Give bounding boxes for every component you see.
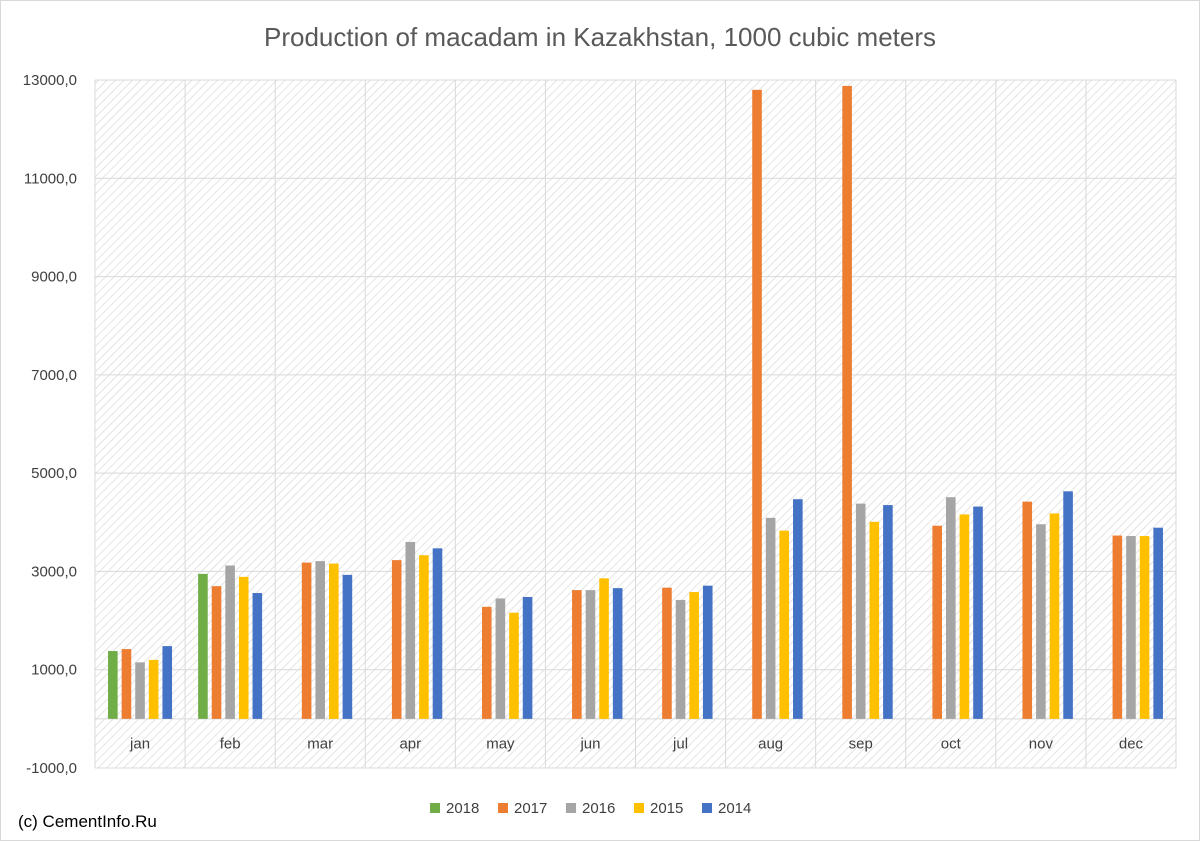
legend: 2018 2017 2016 2015 2014 — [430, 800, 751, 817]
bar — [959, 514, 970, 719]
legend-label: 2018 — [446, 800, 479, 817]
category-label: sep — [849, 735, 873, 752]
legend-label: 2016 — [582, 800, 615, 817]
bar — [842, 85, 852, 719]
bar — [945, 497, 956, 719]
bar — [148, 659, 159, 719]
category-label: jun — [579, 735, 600, 752]
bar — [1063, 491, 1073, 719]
credit-text: (c) CementInfo.Ru — [18, 812, 157, 831]
bar — [599, 578, 609, 719]
category-label: oct — [941, 735, 962, 752]
bar — [1049, 513, 1060, 719]
category-label: mar — [307, 735, 333, 752]
bar — [973, 506, 983, 719]
gridlines — [94, 79, 1177, 769]
bar — [1112, 535, 1123, 719]
bar — [1139, 536, 1150, 719]
y-tick-label: 7000,0 — [31, 367, 77, 384]
y-tick-label: 1000,0 — [31, 662, 77, 679]
bar — [405, 541, 416, 719]
y-tick-label: 9000,0 — [31, 269, 77, 286]
bar — [1036, 524, 1046, 719]
bar — [315, 561, 326, 719]
bar — [225, 565, 235, 719]
category-label: feb — [220, 735, 241, 752]
bar — [869, 521, 880, 719]
bar — [495, 598, 506, 719]
bar — [419, 555, 429, 719]
bar — [301, 562, 312, 719]
bar — [689, 592, 699, 719]
category-labels: jan feb mar apr may jun jul aug sep oct nov dec — [129, 735, 1144, 752]
bars — [108, 85, 1163, 719]
bar — [932, 525, 942, 719]
bar — [522, 596, 533, 719]
legend-swatch — [498, 803, 508, 813]
category-label: may — [486, 735, 515, 752]
y-tick-label: 13000,0 — [23, 72, 77, 89]
bar — [883, 505, 893, 719]
y-tick-label: 3000,0 — [31, 563, 77, 580]
bar — [612, 588, 623, 719]
legend-label: 2017 — [514, 800, 547, 817]
bar — [432, 548, 443, 719]
bar — [391, 560, 402, 719]
y-tick-label: 11000,0 — [24, 170, 77, 187]
bar — [675, 599, 686, 719]
category-label: jan — [129, 735, 150, 752]
category-label: nov — [1029, 735, 1054, 752]
bar — [135, 662, 145, 719]
bar — [329, 563, 339, 719]
category-label: apr — [399, 735, 421, 752]
legend-label: 2015 — [650, 800, 683, 817]
legend-swatch — [634, 803, 644, 813]
bar — [793, 499, 803, 719]
bar — [702, 585, 713, 719]
bar — [121, 649, 132, 719]
y-axis-ticks: -1000,0 1000,0 3000,0 5000,0 7000,0 9000,0 110… — [23, 72, 77, 777]
bar — [342, 574, 353, 719]
bar — [509, 612, 519, 719]
legend-swatch — [430, 803, 440, 813]
bar — [662, 587, 672, 719]
bar — [162, 646, 173, 719]
legend-label: 2014 — [718, 800, 751, 817]
bar — [108, 651, 118, 719]
bar — [211, 586, 222, 719]
y-tick-label: 5000,0 — [31, 465, 77, 482]
bar — [855, 503, 866, 719]
legend-swatch — [566, 803, 576, 813]
bar — [752, 89, 762, 719]
bar — [572, 590, 582, 719]
category-label: dec — [1119, 735, 1144, 752]
category-label: jul — [672, 735, 688, 752]
bar — [765, 517, 776, 719]
bar — [238, 576, 249, 719]
chart-title: Production of macadam in Kazakhstan, 100… — [264, 22, 936, 52]
bar — [779, 530, 790, 719]
bar — [1153, 527, 1163, 719]
bar — [252, 593, 263, 719]
category-label: aug — [758, 735, 783, 752]
bar — [1022, 501, 1033, 719]
bar — [1126, 536, 1136, 719]
bar — [585, 590, 596, 719]
legend-swatch — [702, 803, 712, 813]
bar — [481, 606, 492, 719]
bar — [198, 573, 208, 719]
y-tick-label: -1000,0 — [26, 760, 77, 777]
